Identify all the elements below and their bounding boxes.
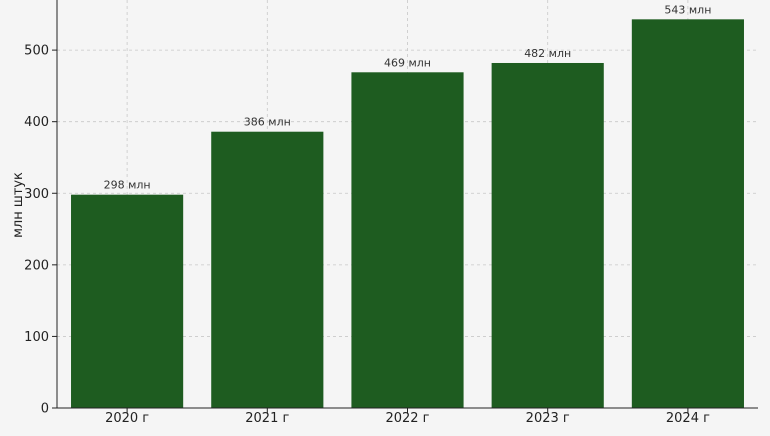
x-tick-label: 2020 г <box>105 411 149 426</box>
bar <box>631 19 744 408</box>
data-labels: 298 млн 386 млн 469 млн 482 млн 543 млн <box>104 3 712 191</box>
y-tick-label: 300 <box>24 187 49 202</box>
bar-value-label: 543 млн <box>664 3 711 16</box>
bar <box>71 194 184 408</box>
bar <box>211 131 324 408</box>
bar <box>351 72 464 408</box>
bar-value-label: 482 млн <box>524 47 571 60</box>
bars <box>71 19 744 409</box>
x-tick-label: 2021 г <box>245 411 289 426</box>
x-tick-label: 2022 г <box>385 411 429 426</box>
axes: 0 100 200 300 400 500 2020 г 2021 г 2022 г 2023 г… <box>24 0 758 426</box>
x-tick-label: 2023 г <box>526 411 570 426</box>
bar-value-label: 386 млн <box>244 116 291 129</box>
y-tick-label: 100 <box>24 330 49 345</box>
y-tick-label: 400 <box>24 115 49 130</box>
bar <box>491 62 604 409</box>
bar-value-label: 469 млн <box>384 56 431 69</box>
y-tick-label: 200 <box>24 258 49 273</box>
y-tick-label: 0 <box>41 402 49 417</box>
y-axis-title: млн штук <box>11 172 26 238</box>
bar-value-label: 298 млн <box>104 179 151 192</box>
x-tick-label: 2024 г <box>666 411 710 426</box>
y-tick-label: 500 <box>24 44 49 59</box>
